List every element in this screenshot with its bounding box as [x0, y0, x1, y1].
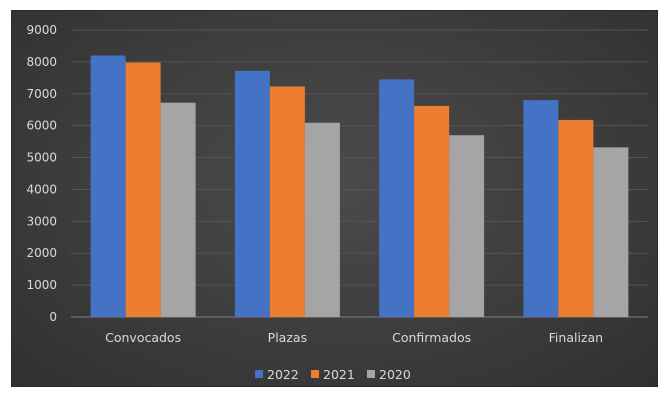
bar-2020-convocados: [160, 102, 196, 317]
y-tick-label: 3000: [26, 214, 57, 228]
y-axis-ticks: 0 1000 2000 3000 4000 5000 6000 7000 8000 9000: [26, 23, 57, 324]
bar-2021-plazas: [269, 86, 305, 318]
y-tick-label: 0: [49, 310, 57, 324]
bar-2021-confirmados: [414, 105, 450, 317]
bar-2020-confirmados: [449, 135, 485, 317]
bar-2022-plazas: [234, 70, 270, 317]
bar-2022-convocados: [90, 55, 126, 318]
x-tick-label: Plazas: [268, 330, 307, 345]
legend-swatch: [311, 370, 319, 378]
y-tick-label: 5000: [26, 151, 57, 165]
legend-swatch: [255, 370, 263, 378]
x-tick-label: Convocados: [105, 330, 181, 345]
legend-swatch: [367, 370, 375, 378]
y-tick-label: 8000: [26, 55, 57, 69]
chart-area: 0 1000 2000 3000 4000 5000 6000 7000 8000 9000 Co…: [11, 10, 658, 387]
legend-label: 2021: [323, 367, 355, 382]
x-tick-label: Finalizan: [549, 330, 603, 345]
y-tick-label: 9000: [26, 23, 57, 37]
bar-2021-finalizan: [558, 119, 594, 317]
bar-2022-finalizan: [523, 100, 559, 318]
legend-label: 2022: [267, 367, 299, 382]
bar-2021-convocados: [125, 62, 161, 317]
y-tick-label: 4000: [26, 182, 57, 196]
y-tick-label: 1000: [26, 278, 57, 292]
y-tick-label: 2000: [26, 246, 57, 260]
legend: 2022 2021 2020: [255, 367, 411, 382]
bars: [90, 55, 629, 318]
bar-2022-confirmados: [379, 79, 415, 317]
x-axis: Convocados Plazas Confirmados Finalizan: [105, 330, 603, 345]
y-tick-label: 6000: [26, 119, 57, 133]
bar-2020-finalizan: [593, 147, 629, 317]
x-tick-label: Confirmados: [392, 330, 471, 345]
legend-label: 2020: [379, 367, 411, 382]
y-tick-label: 7000: [26, 87, 57, 101]
bar-2020-plazas: [304, 122, 340, 318]
